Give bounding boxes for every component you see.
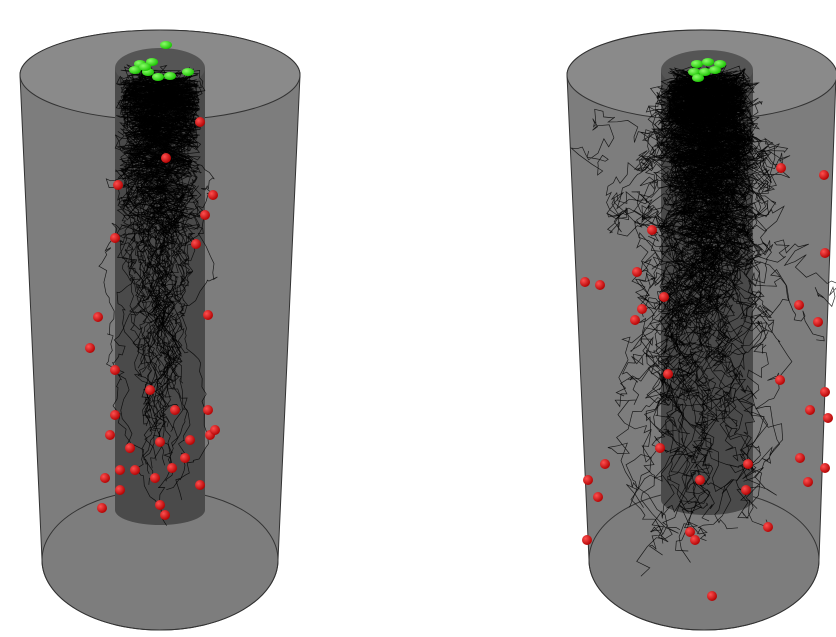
red-particle — [203, 310, 213, 320]
red-particle — [595, 280, 605, 290]
red-particle — [795, 453, 805, 463]
red-particle — [583, 475, 593, 485]
red-particle — [743, 459, 753, 469]
red-particle — [663, 369, 673, 379]
green-particle — [692, 74, 704, 82]
red-particle — [203, 405, 213, 415]
red-particle — [707, 591, 717, 601]
red-particle — [125, 443, 135, 453]
red-particle — [741, 485, 751, 495]
page: (() => { const data = JSON.parse(documen… — [0, 0, 836, 637]
red-particle — [85, 343, 95, 353]
red-particle — [110, 410, 120, 420]
red-particle — [113, 180, 123, 190]
red-particle — [637, 304, 647, 314]
red-particle — [813, 317, 823, 327]
red-particle — [105, 430, 115, 440]
red-particle — [145, 385, 155, 395]
red-particle — [110, 233, 120, 243]
red-particle — [803, 477, 813, 487]
red-particle — [100, 473, 110, 483]
red-particle — [630, 315, 640, 325]
scene — [0, 0, 836, 637]
red-particle — [115, 465, 125, 475]
red-particle — [191, 239, 201, 249]
red-particle — [823, 413, 833, 423]
red-particle — [185, 435, 195, 445]
green-particle — [139, 63, 151, 71]
red-particle — [155, 500, 165, 510]
red-particle — [632, 267, 642, 277]
red-particle — [180, 453, 190, 463]
green-particle — [691, 60, 703, 68]
green-particle — [160, 41, 172, 49]
red-particle — [805, 405, 815, 415]
red-particle — [582, 535, 592, 545]
red-particle — [763, 522, 773, 532]
green-particle — [702, 58, 714, 66]
red-particle — [170, 405, 180, 415]
red-particle — [115, 485, 125, 495]
red-particle — [647, 225, 657, 235]
red-particle — [820, 387, 830, 397]
red-particle — [161, 153, 171, 163]
red-particle — [655, 443, 665, 453]
green-particle — [164, 72, 176, 80]
red-particle — [600, 459, 610, 469]
red-particle — [130, 465, 140, 475]
red-particle — [820, 248, 830, 258]
red-particle — [820, 463, 830, 473]
red-particle — [155, 437, 165, 447]
red-particle — [580, 277, 590, 287]
red-particle — [593, 492, 603, 502]
red-particle — [695, 475, 705, 485]
red-particle — [167, 463, 177, 473]
red-particle — [690, 535, 700, 545]
red-particle — [775, 375, 785, 385]
red-particle — [210, 425, 220, 435]
red-particle — [97, 503, 107, 513]
red-particle — [195, 117, 205, 127]
red-particle — [93, 312, 103, 322]
red-particle — [208, 190, 218, 200]
red-particle — [659, 292, 669, 302]
red-particle — [150, 473, 160, 483]
red-particle — [794, 300, 804, 310]
red-particle — [160, 510, 170, 520]
green-particle — [182, 68, 194, 76]
green-particle — [709, 66, 721, 74]
red-particle — [110, 365, 120, 375]
red-particle — [819, 170, 829, 180]
red-particle — [776, 163, 786, 173]
red-particle — [200, 210, 210, 220]
red-particle — [195, 480, 205, 490]
green-particle — [152, 73, 164, 81]
